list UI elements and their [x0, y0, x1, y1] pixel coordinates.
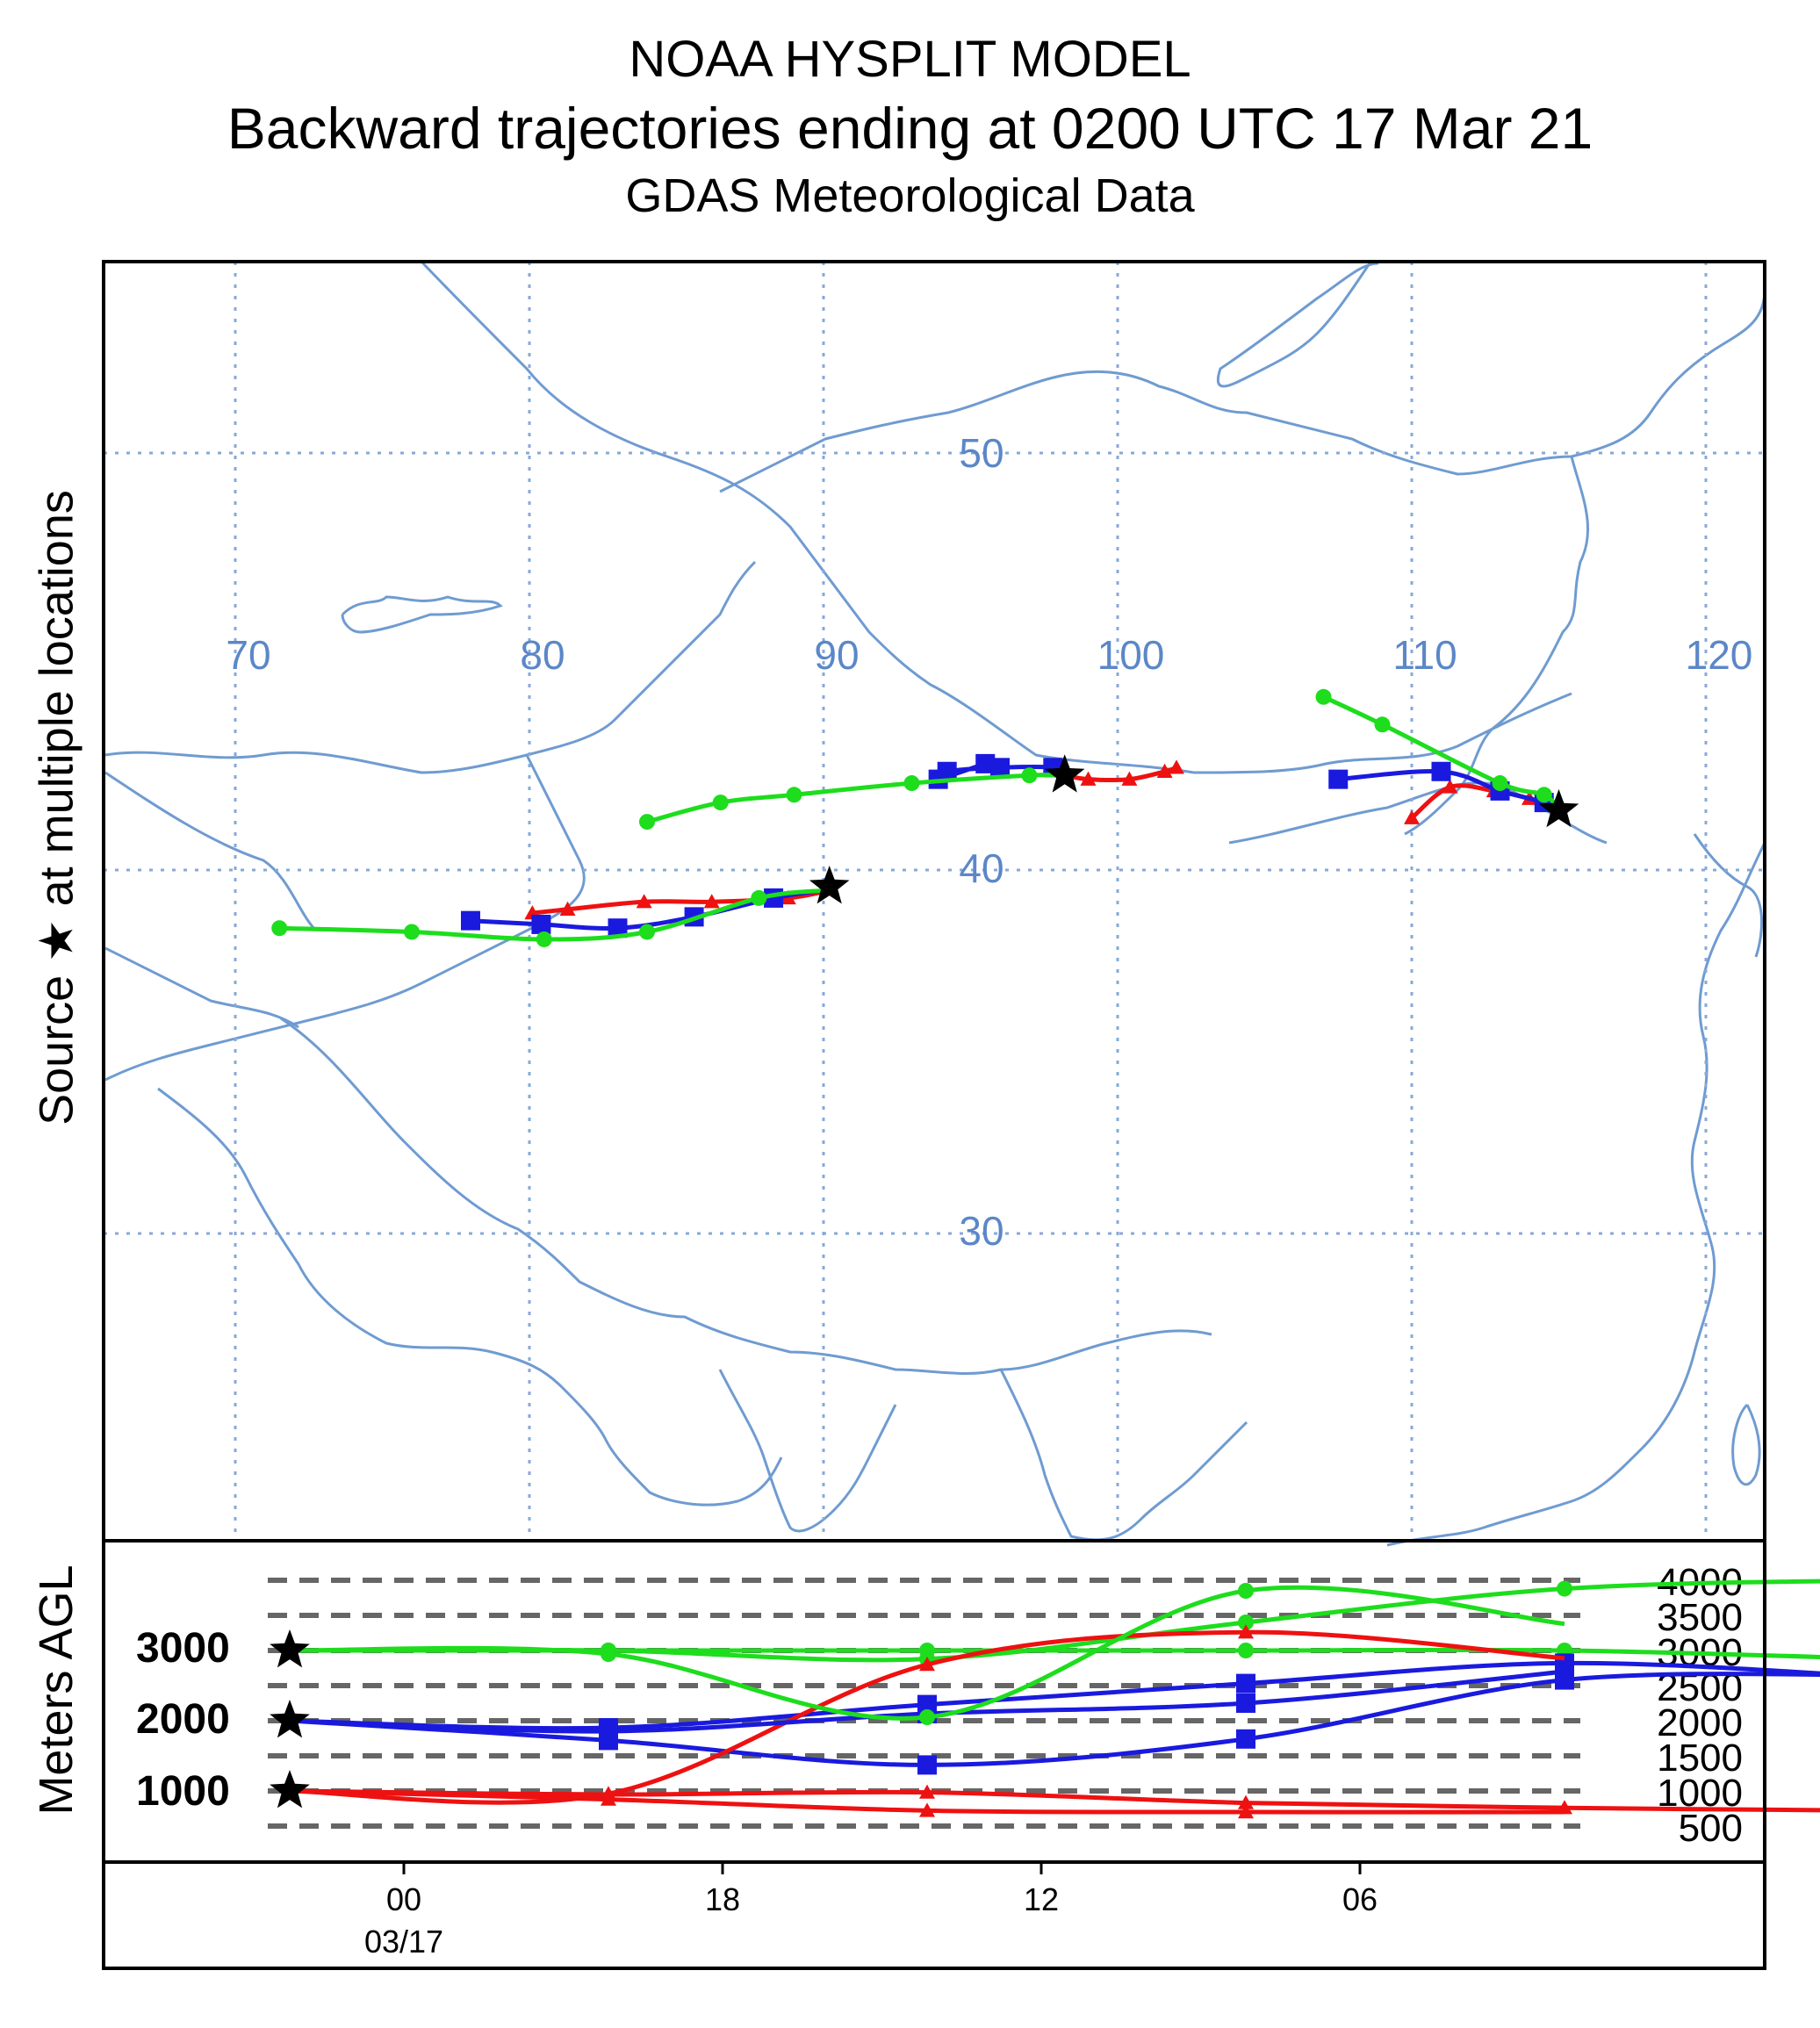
lon-label-120: 120 [1686, 632, 1753, 678]
map-traj-s2-green [647, 775, 1065, 823]
trajectory-chart: 70 80 90 100 110 120 50 40 30 4000 3500 … [0, 0, 1820, 2028]
map-traj-s1-green [279, 890, 824, 939]
map-point-s3-blue-3 [1432, 762, 1451, 781]
time-label-06: 06 [1342, 1881, 1378, 1917]
map-point-s2-green-5 [639, 814, 655, 830]
time-ticks [404, 1862, 1360, 1874]
height-point-s3-green-1 [601, 1646, 616, 1662]
time-frame [104, 1862, 1765, 1968]
height-start-star-3000 [270, 1629, 310, 1667]
start-height-3000: 3000 [136, 1625, 230, 1672]
start-height-2000: 2000 [136, 1696, 230, 1743]
height-point-s1-blue-3 [1236, 1730, 1255, 1749]
map-point-s1-blue-5 [461, 911, 480, 931]
map-frame [104, 262, 1765, 1541]
height-point-s3-green-2 [919, 1709, 935, 1725]
map-point-s3-green-4 [1316, 689, 1332, 705]
lon-label-100: 100 [1097, 632, 1165, 678]
time-label-12: 12 [1024, 1881, 1059, 1917]
height-point-s1-green-3 [1238, 1643, 1254, 1658]
map-point-s3-blue-4 [1328, 770, 1348, 789]
height-point-s2-blue-3 [1236, 1674, 1255, 1694]
basemap-boundaries [105, 262, 1765, 1545]
map-point-s1-green-3 [536, 931, 552, 947]
lon-label-90: 90 [814, 632, 859, 678]
map-point-s2-green-2 [904, 775, 920, 791]
map-trajectories [271, 689, 1579, 947]
lon-label-110: 110 [1392, 632, 1457, 678]
map-point-s1-blue-4 [531, 915, 550, 934]
lat-label-30: 30 [959, 1208, 1004, 1254]
map-point-s2-green-4 [713, 795, 729, 810]
height-start-star-1000 [270, 1770, 310, 1808]
height-point-s3-blue-3 [1236, 1694, 1255, 1713]
height-point-s2-green-4 [1557, 1581, 1572, 1597]
map-gridlines [104, 262, 1765, 1541]
height-point-s1-blue-2 [917, 1755, 937, 1774]
map-point-s3-green-3 [1375, 716, 1391, 732]
map-point-s1-green-1 [751, 890, 766, 906]
height-point-s3-blue-1 [599, 1722, 618, 1741]
lat-label-40: 40 [959, 845, 1004, 891]
lon-label-70: 70 [226, 632, 270, 678]
height-traj-s1-blue [290, 1674, 1820, 1766]
map-point-s1-green-2 [639, 924, 655, 939]
height-point-s3-green-3 [1238, 1583, 1254, 1599]
map-point-s2-red-4 [1169, 759, 1184, 773]
source-star-1 [809, 866, 850, 903]
map-point-s2-blue-5 [975, 754, 995, 773]
map-point-s3-green-2 [1493, 775, 1508, 791]
map-point-s1-green-4 [404, 924, 420, 939]
date-label: 03/17 [364, 1924, 443, 1960]
height-start-star-2000 [270, 1700, 310, 1737]
map-point-s2-green-3 [787, 787, 802, 802]
map-point-s1-green-5 [271, 920, 287, 936]
map-point-s3-green-1 [1536, 787, 1552, 802]
lat-label-50: 50 [959, 430, 1004, 476]
height-tick-labels: 4000 3500 3000 2500 2000 1500 1000 500 [1657, 1561, 1743, 1850]
start-height-1000: 1000 [136, 1768, 230, 1815]
time-label-00: 00 [386, 1881, 421, 1917]
time-label-18: 18 [705, 1881, 740, 1917]
lon-label-80: 80 [520, 632, 565, 678]
map-point-s2-green-1 [1022, 767, 1038, 783]
height-tick-500: 500 [1679, 1807, 1743, 1850]
